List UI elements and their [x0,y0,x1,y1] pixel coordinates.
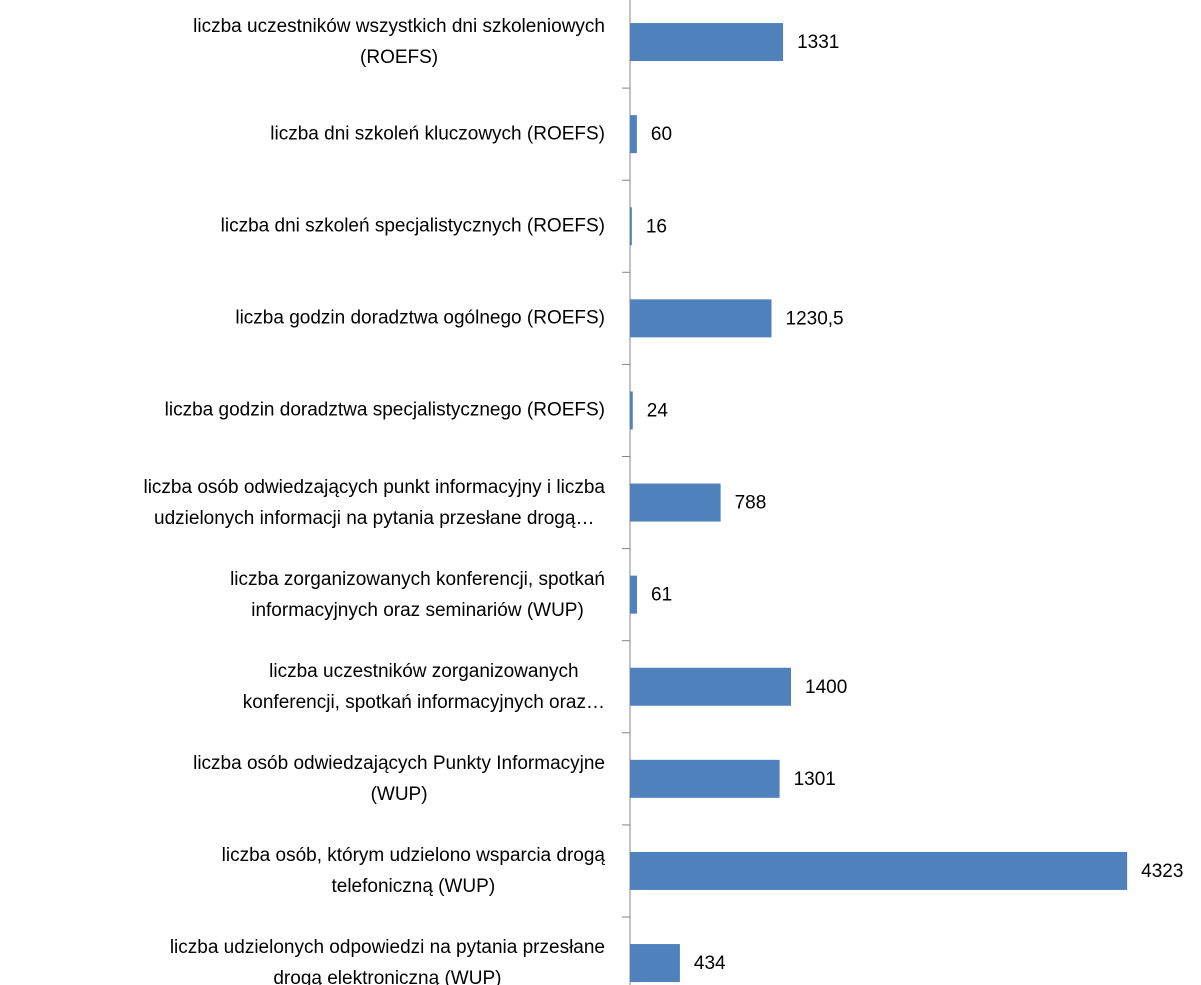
value-label: 1400 [805,677,847,698]
category-label: liczba godzin doradztwa ogólnego (ROEFS) [235,307,605,329]
value-label: 434 [694,953,726,974]
category-label: liczba godzin doradztwa specjalistyczneg… [164,399,605,421]
value-label: 1331 [797,32,839,53]
category-label: liczba dni szkoleń specjalistycznych (RO… [220,215,605,237]
bar [630,391,633,430]
value-label: 61 [651,585,672,606]
category-label: liczba osób, którym udzielono wsparcia d… [221,844,605,897]
value-label: 60 [651,124,672,145]
category-label: liczba dni szkoleń kluczowych (ROEFS) [270,123,605,145]
value-label: 1301 [794,769,836,790]
value-label: 24 [647,400,669,421]
value-label: 788 [735,493,767,514]
category-label: liczba osób odwiedzających Punkty Inform… [193,752,605,805]
bar [630,299,772,338]
bar [630,483,721,522]
category-label: liczba uczestników zorganizowanych konfe… [242,660,605,713]
bar [630,115,637,154]
category-label: liczba zorganizowanych konferencji, spot… [230,568,605,621]
bar [630,575,638,614]
bar [630,944,680,983]
bar [630,207,632,246]
category-label: liczba uczestników wszystkich dni szkole… [193,16,605,69]
category-label: liczba osób odwiedzających punkt informa… [143,476,605,529]
bar [630,667,791,706]
value-label: 4323 [1141,861,1183,882]
value-label: 16 [646,216,667,237]
bar [630,759,780,798]
category-label: liczba udzielonych odpowiedzi na pytania… [169,937,605,985]
value-label: 1230,5 [786,308,844,329]
bar [630,851,1128,890]
bar [630,23,784,62]
